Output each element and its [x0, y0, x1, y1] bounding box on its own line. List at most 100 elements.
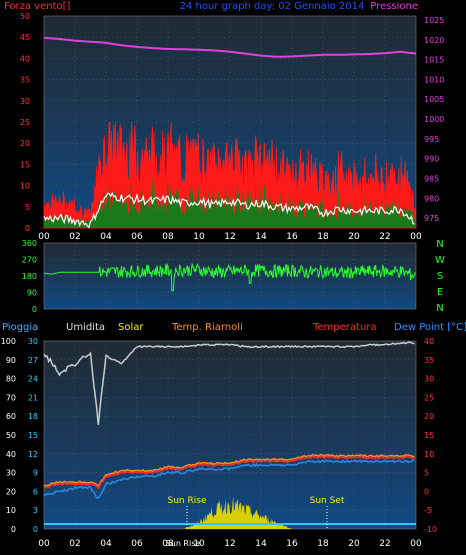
wind-gust-series [43, 121, 417, 229]
rain-y-tick: 24 [28, 375, 38, 384]
temperature-y-tick: -5 [424, 506, 432, 515]
direction-y-tick: 180 [22, 272, 37, 281]
humidity-axis-ticks: 0 10 20 30 40 50 60 70 80 90 100 [1, 337, 16, 534]
climate-x-tick: 12 [224, 539, 235, 549]
wind-y-tick: 5 [25, 203, 30, 212]
wind-x-tick: 16 [286, 232, 298, 242]
sunset-label: Sun Set [310, 496, 345, 506]
direction-y-tick: 90 [27, 289, 37, 298]
temperature-axis-ticks: -10 -5 0 5 10 15 20 25 30 35 40 [424, 337, 437, 534]
compass-letter: N [436, 303, 443, 314]
compass-letter: E [437, 287, 443, 298]
wind-force-label: Forza vento[] [4, 1, 71, 12]
pressure-y-tick: 985 [424, 174, 439, 183]
pressure-label: Pressione [370, 1, 418, 12]
humidity-y-tick: 100 [1, 337, 16, 346]
climate-panel-grid [43, 340, 417, 530]
climate-x-tick: 08 [162, 539, 174, 549]
pressure-y-tick: 975 [424, 214, 439, 223]
humidity-y-tick: 10 [6, 506, 16, 515]
humidity-y-tick: 60 [6, 412, 16, 421]
rain-label: Pioggia [2, 322, 38, 333]
wind-x-tick: 14 [255, 232, 267, 242]
temperature-y-tick: 10 [424, 450, 434, 459]
rain-y-tick: 18 [28, 412, 38, 421]
wind-x-tick: 00 [410, 232, 422, 242]
climate-x-tick: 02 [69, 539, 80, 549]
pressure-line [43, 36, 417, 58]
climate-x-tick: 10 [193, 539, 205, 549]
temperature-y-tick: 0 [424, 487, 429, 496]
pressure-y-tick: 1025 [424, 16, 444, 25]
wind-x-tick: 20 [348, 232, 360, 242]
humidity-y-tick: 80 [6, 375, 16, 384]
wind-speed-series [44, 174, 416, 228]
wind-x-tick: 08 [162, 232, 174, 242]
humidity-y-tick: 0 [11, 525, 16, 534]
dewpoint-label: Dew Point [°C] [394, 322, 466, 333]
pressure-y-tick: 1020 [424, 36, 444, 45]
direction-y-tick: 360 [22, 239, 37, 248]
pressure-axis-ticks: 975 980 985 990 995 1000 1005 1010 1015 1020 1025 [424, 16, 444, 223]
wind-y-tick: 40 [20, 54, 30, 63]
humidity-y-tick: 20 [6, 487, 16, 496]
wind-y-tick: 50 [20, 12, 30, 21]
wind-axis-ticks: 0 5 10 15 20 25 30 35 40 45 50 [20, 12, 30, 233]
pressure-y-tick: 990 [424, 155, 439, 164]
humidity-label: Umidita [66, 322, 105, 333]
humidity-y-tick: 40 [6, 450, 16, 459]
sunrise-label: Sun Rise [168, 496, 207, 506]
climate-x-tick: 22 [379, 539, 390, 549]
wind-x-tick: 18 [317, 232, 329, 242]
wind-x-tick: 12 [224, 232, 235, 242]
wind-y-tick: 45 [20, 33, 30, 42]
rain-axis-ticks: 0 3 6 9 12 15 18 21 24 27 30 [28, 337, 38, 534]
temperature-y-tick: 30 [424, 375, 434, 384]
compass-letter: N [436, 239, 443, 250]
wind-x-tick: 00 [38, 232, 50, 242]
humidity-y-tick: 50 [6, 431, 16, 440]
rain-y-tick: 12 [28, 450, 38, 459]
pressure-y-tick: 1010 [424, 75, 444, 84]
rain-y-tick: 30 [28, 337, 38, 346]
wind-average-line [43, 191, 415, 229]
wind-x-tick: 22 [379, 232, 390, 242]
pressure-y-tick: 980 [424, 194, 439, 203]
rain-y-tick: 3 [33, 506, 38, 515]
direction-y-tick: 0 [32, 305, 37, 314]
temperature-y-tick: 5 [424, 469, 429, 478]
climate-x-tick: 16 [286, 539, 298, 549]
climate-x-axis-labels: 00 02 04 06 08 10 12 14 16 18 20 22 00 [38, 539, 422, 549]
rain-y-tick: 6 [33, 487, 38, 496]
room-temperature-line [43, 453, 415, 488]
wind-x-axis-labels: 00 02 04 06 08 10 12 14 16 18 20 22 00 [38, 232, 422, 242]
wind-y-tick: 25 [20, 118, 30, 127]
wind-x-tick: 06 [131, 232, 143, 242]
wind-x-tick: 10 [193, 232, 205, 242]
temperature-y-tick: 25 [424, 393, 434, 402]
compass-letter: S [437, 271, 443, 282]
wind-y-tick: 20 [20, 139, 30, 148]
temperature-y-tick: 15 [424, 431, 434, 440]
temperature-y-tick: -10 [424, 525, 437, 534]
rain-y-tick: 0 [33, 525, 38, 534]
dewpoint-line [43, 459, 415, 499]
direction-y-tick: 270 [22, 256, 37, 265]
climate-x-tick: 00 [410, 539, 422, 549]
pressure-y-tick: 995 [424, 135, 439, 144]
rain-y-tick: 9 [33, 469, 38, 478]
temperature-line [43, 455, 415, 490]
pressure-y-tick: 1005 [424, 95, 444, 104]
climate-x-tick: 14 [255, 539, 267, 549]
rain-y-tick: 21 [28, 393, 38, 402]
wind-y-tick: 15 [20, 160, 30, 169]
temperature-label: Temperatura [312, 322, 377, 333]
direction-axis-ticks: 0 90 180 270 360 [22, 239, 37, 314]
temperature-y-tick: 40 [424, 337, 434, 346]
pressure-y-tick: 1000 [424, 115, 444, 124]
humidity-y-tick: 30 [6, 469, 16, 478]
solar-label: Solar [118, 322, 144, 333]
humidity-line [43, 341, 415, 425]
wind-x-tick: 04 [100, 232, 112, 242]
